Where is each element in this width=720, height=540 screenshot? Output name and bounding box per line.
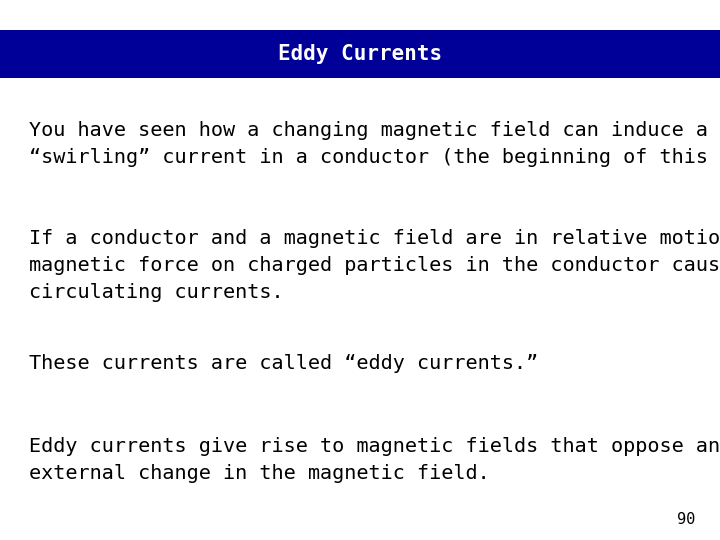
Text: You have seen how a changing magnetic field can induce a
“swirling” current in a: You have seen how a changing magnetic fi… [29,122,720,167]
Text: Eddy Currents: Eddy Currents [278,44,442,64]
Text: These currents are called “eddy currents.”: These currents are called “eddy currents… [29,354,538,373]
Text: 90: 90 [677,511,695,526]
Text: If a conductor and a magnetic field are in relative motion, the
magnetic force o: If a conductor and a magnetic field are … [29,230,720,301]
Text: Eddy currents give rise to magnetic fields that oppose any
external change in th: Eddy currents give rise to magnetic fiel… [29,437,720,483]
FancyBboxPatch shape [0,30,720,78]
